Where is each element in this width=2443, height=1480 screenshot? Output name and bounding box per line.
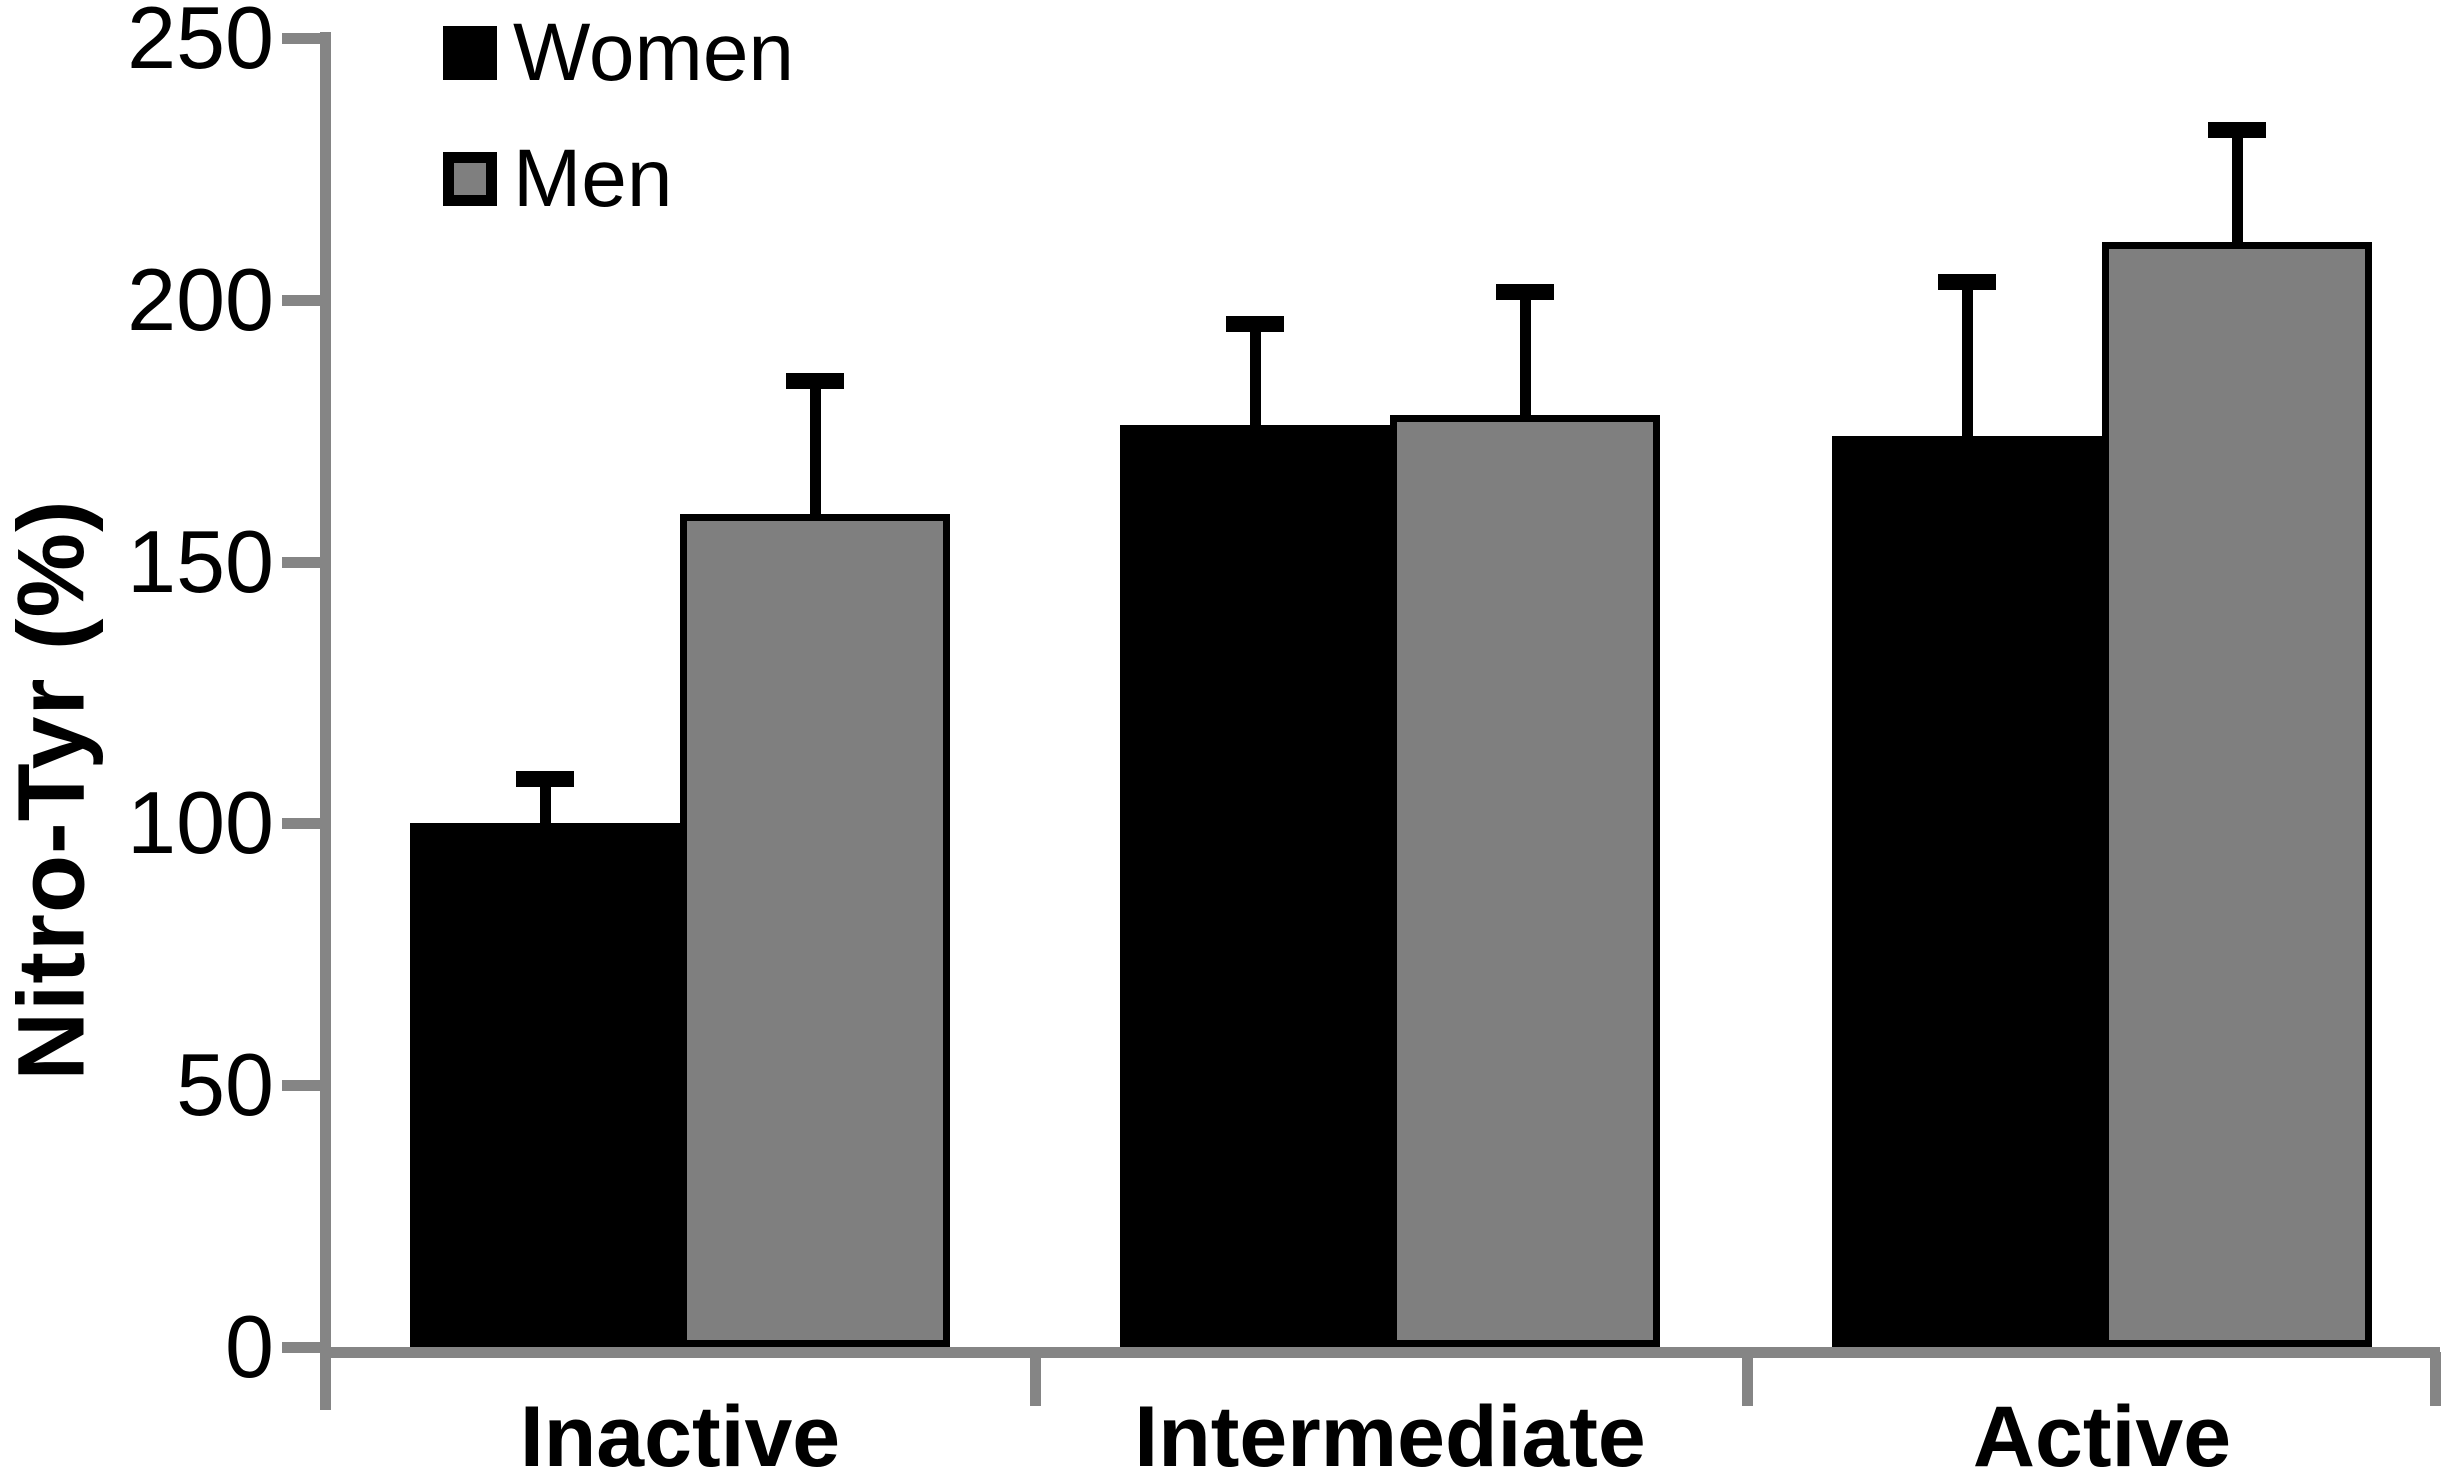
error-bar-stem [1250,329,1261,430]
error-bar-stem [1520,298,1531,419]
legend-swatch-men [443,152,497,206]
error-bar-stem [810,387,821,519]
x-axis-tick [2430,1352,2441,1406]
x-axis-tick [1030,1352,1041,1406]
y-axis-line [320,32,331,1410]
legend-label-women: Women [513,7,795,98]
bar-women-inactive [410,823,680,1347]
y-axis-tick-label: 0 [225,1297,274,1396]
bar-men-intermediate [1390,414,1660,1347]
y-axis-tick-label: 200 [127,249,274,349]
error-bar-cap [516,771,574,788]
y-axis-tick [282,1342,320,1353]
error-bar-cap [786,373,844,390]
category-label-intermediate: Intermediate [1134,1389,1646,1480]
y-axis-tick-label: 50 [176,1035,274,1135]
y-axis-tick-label: 100 [127,773,274,873]
bar-men-active [2102,242,2372,1347]
error-bar-stem [1962,287,1973,440]
y-axis-tick [282,556,320,568]
error-bar-cap [1496,284,1554,301]
bar-women-active [1832,435,2102,1347]
error-bar-cap [2208,121,2266,138]
y-axis-tick [282,33,320,44]
y-axis-tick [282,294,320,306]
category-label-inactive: Inactive [519,1389,841,1480]
x-axis-tick [1742,1352,1753,1406]
error-bar-stem [540,785,551,828]
x-axis-line [320,1347,2440,1358]
category-label-active: Active [1972,1389,2232,1480]
error-bar-stem [2232,135,2243,247]
error-bar-cap [1226,315,1284,332]
legend-item-women: Women [443,7,795,98]
bar-men-inactive [680,514,950,1347]
y-axis-tick-label: 150 [127,511,274,611]
y-axis-tick [282,818,320,830]
bar-women-intermediate [1120,425,1390,1347]
legend-swatch-women [443,26,497,80]
y-axis-tick-label: 250 [127,0,274,87]
y-axis-tick [282,1080,320,1092]
legend-item-men: Men [443,133,673,224]
legend-label-men: Men [513,133,673,224]
error-bar-cap [1938,273,1996,290]
